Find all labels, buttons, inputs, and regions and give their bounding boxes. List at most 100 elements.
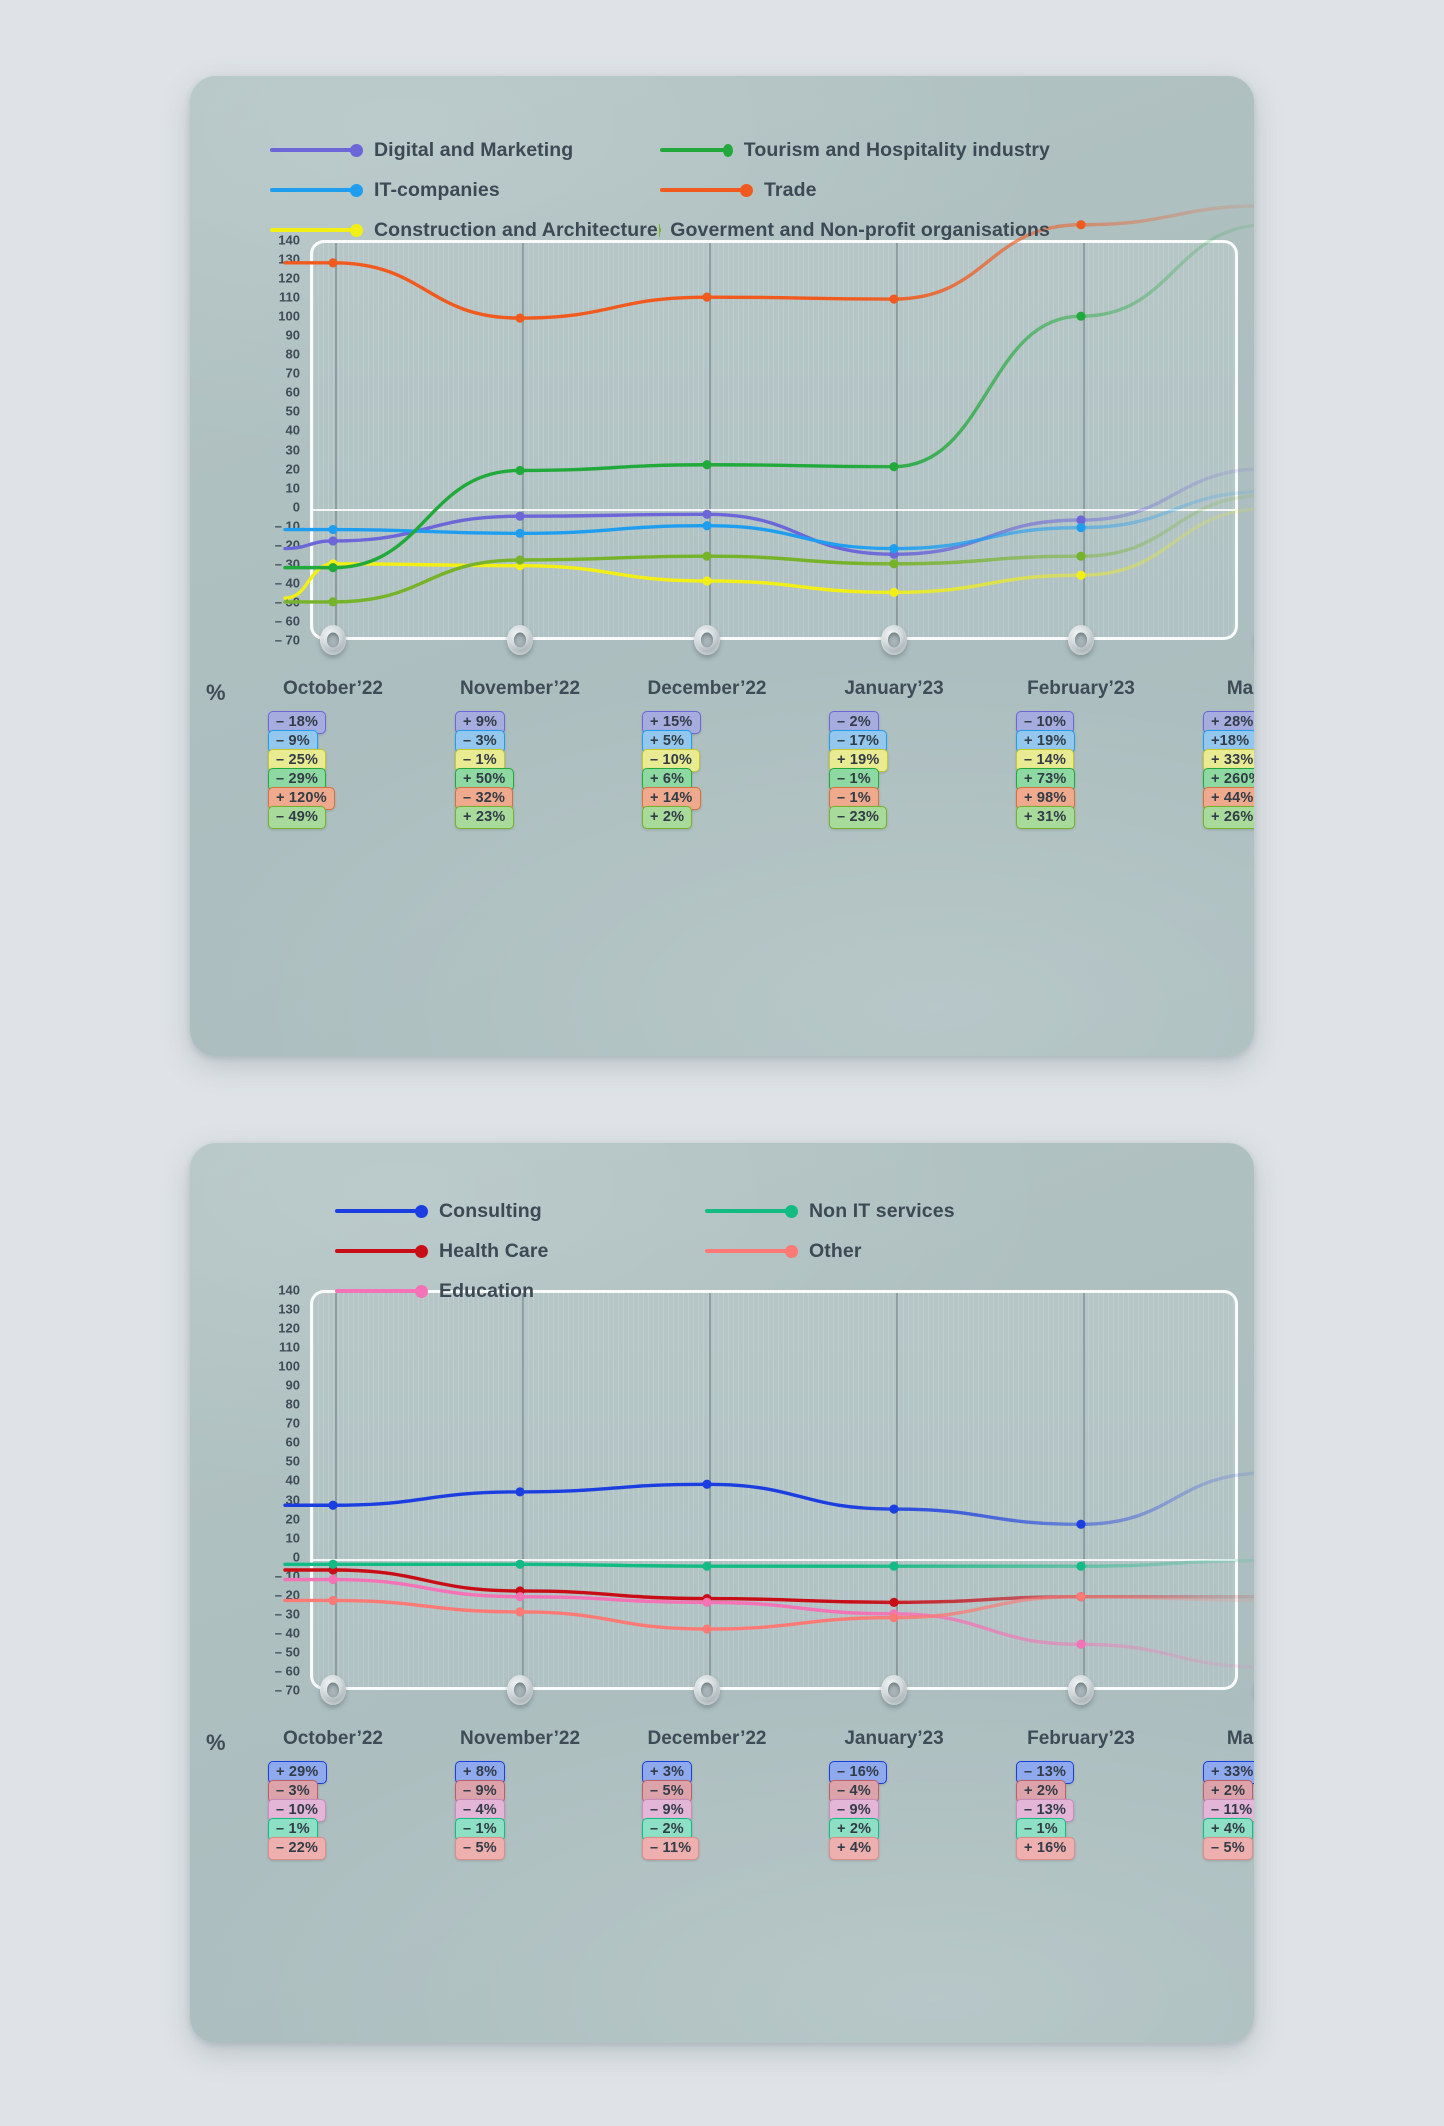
change-badge: – 1%	[1016, 1818, 1066, 1841]
change-badge: + 2%	[829, 1818, 880, 1841]
zero-baseline	[313, 1558, 1235, 1561]
x-axis-month-label: October’22	[283, 678, 383, 699]
badge-column: – 10% + 19% – 14% + 73% + 98% + 31%	[1016, 711, 1146, 829]
y-axis-tick-label: – 50	[274, 594, 300, 610]
legend-item-label: Goverment and Non-profit organisations	[670, 218, 1050, 241]
badge-column: – 13% + 2% – 13% – 1% + 16%	[1016, 1761, 1146, 1860]
change-badge: – 14%	[1016, 749, 1075, 772]
legend-dot-icon	[415, 1284, 428, 1298]
grid-vertical-line	[522, 243, 524, 637]
legend-item-construction-and-architecture[interactable]: Construction and Architecture	[270, 219, 660, 242]
timeline-knob-handle[interactable]	[320, 625, 346, 655]
badge-column: + 28%+18%+ 33%+ 260%+ 44%+ 26%	[1203, 711, 1254, 829]
legend-line-swatch	[705, 1209, 787, 1213]
timeline-knob-handle[interactable]	[694, 625, 720, 655]
grid-vertical-line	[709, 1293, 711, 1687]
timeline-knob-handle[interactable]	[1068, 625, 1094, 655]
y-axis-tick-label: 0	[292, 499, 300, 515]
chart-2-y-axis: 140 130 120 110 100 90 80 70 60 50 40 30 20 10 0– 10– …	[248, 1283, 300, 1698]
legend-dot-icon	[785, 1244, 798, 1258]
x-axis-month-label: November’22	[459, 1728, 581, 1749]
y-axis-tick-label: – 40	[274, 1625, 300, 1641]
timeline-knob-handle[interactable]	[1068, 1675, 1094, 1705]
change-badge: – 5%	[1203, 1837, 1253, 1860]
change-badge: – 49%	[268, 806, 327, 829]
timeline-knob-handle[interactable]	[507, 1675, 533, 1705]
y-axis-tick-label: 70	[285, 365, 300, 381]
legend-item-tourism-and-hospitality-industry[interactable]: Tourism and Hospitality industry	[660, 139, 1050, 162]
legend-item-label: Construction and Architecture	[374, 218, 658, 241]
legend-item-non-it-services[interactable]: Non IT services	[705, 1200, 1075, 1223]
legend-item-trade[interactable]: Trade	[660, 179, 1050, 202]
y-axis-tick-label: 50	[285, 403, 300, 419]
change-badge: + 31%	[1016, 806, 1075, 829]
legend-line-swatch	[270, 148, 352, 152]
legend-item-label: IT-companies	[374, 178, 500, 201]
y-axis-tick-label: 50	[285, 1453, 300, 1469]
grid-vertical-line	[1083, 243, 1085, 637]
change-badge: – 1%	[455, 749, 505, 772]
badge-column: – 16% – 4% – 9% + 2% + 4%	[829, 1761, 959, 1860]
y-axis-tick-label: 130	[278, 1301, 300, 1317]
legend-line-swatch	[660, 148, 725, 152]
chart-2-legend: Consulting Non IT services Health Care Othe…	[335, 1191, 1235, 1311]
y-axis-tick-label: – 60	[274, 1663, 300, 1679]
grid-vertical-line	[335, 243, 337, 637]
legend-item-label: Consulting	[439, 1199, 542, 1222]
change-badge: – 29%	[268, 768, 327, 791]
timeline-knob-handle[interactable]	[694, 1675, 720, 1705]
y-axis-tick-label: – 30	[274, 1606, 300, 1622]
change-badge: + 23%	[455, 806, 514, 829]
legend-line-swatch	[660, 188, 742, 192]
change-badge: – 1%	[268, 1818, 318, 1841]
y-axis-tick-label: 60	[285, 1434, 300, 1450]
chart-1-grid	[310, 240, 1238, 640]
y-axis-tick-label: – 30	[274, 556, 300, 572]
y-axis-tick-label: 60	[285, 384, 300, 400]
y-axis-tick-label: 90	[285, 327, 300, 343]
change-badge: + 33%	[1203, 749, 1254, 772]
change-badge: – 18%	[268, 711, 327, 734]
badge-column: + 33% + 2% – 11% + 4% – 5%	[1203, 1761, 1254, 1860]
legend-dot-icon	[415, 1204, 428, 1218]
y-axis-tick-label: 30	[285, 1492, 300, 1508]
legend-dot-icon	[350, 223, 363, 237]
legend-item-label: Health Care	[439, 1239, 549, 1262]
y-axis-tick-label: 40	[285, 1472, 300, 1488]
change-badge: – 11%	[642, 1837, 700, 1860]
chart-1-y-axis: 140 130 120 110 100 90 80 70 60 50 40 30 20 10 0– 10– …	[248, 233, 300, 648]
legend-item-it-companies[interactable]: IT-companies	[270, 179, 660, 202]
grid-vertical-line	[1083, 1293, 1085, 1687]
x-axis-month-label: January’23	[844, 678, 944, 699]
legend-item-education[interactable]: Education	[335, 1280, 705, 1303]
legend-item-digital-and-marketing[interactable]: Digital and Marketing	[270, 139, 660, 162]
timeline-knob-handle[interactable]	[507, 625, 533, 655]
change-badge: – 22%	[268, 1837, 327, 1860]
timeline-knob-handle[interactable]	[320, 1675, 346, 1705]
change-badge: + 2%	[642, 806, 693, 829]
change-badge: + 33%	[1203, 1761, 1254, 1784]
y-axis-tick-label: 110	[279, 289, 300, 305]
grid-vertical-line	[896, 243, 898, 637]
x-axis-month-label: October’22	[283, 1728, 383, 1749]
legend-item-goverment-and-non-profit-organisations[interactable]: Goverment and Non-profit organisations	[659, 218, 1050, 242]
legend-item-consulting[interactable]: Consulting	[335, 1200, 705, 1223]
timeline-knob-handle[interactable]	[881, 625, 907, 655]
legend-item-label: Trade	[764, 178, 817, 201]
y-axis-tick-label: 10	[285, 1530, 300, 1546]
change-badge: + 15%	[642, 711, 701, 734]
legend-dot-icon	[785, 1204, 798, 1218]
change-badge: – 1%	[829, 787, 879, 810]
y-axis-tick-label: – 70	[274, 1682, 300, 1698]
timeline-knob-handle[interactable]	[881, 1675, 907, 1705]
chart-1-legend: Digital and Marketing Tourism and Hospita…	[270, 130, 1170, 250]
legend-dot-icon	[722, 143, 733, 157]
y-axis-tick-label: 90	[285, 1377, 300, 1393]
y-axis-tick-label: – 10	[274, 1568, 300, 1584]
y-axis-tick-label: 120	[278, 1320, 300, 1336]
legend-item-health-care[interactable]: Health Care	[335, 1240, 705, 1263]
change-badge: + 2%	[1016, 1780, 1067, 1803]
legend-item-other[interactable]: Other	[705, 1240, 1075, 1263]
chart-2-grid	[310, 1290, 1238, 1690]
x-axis-month-label: March’23	[1226, 1728, 1254, 1749]
